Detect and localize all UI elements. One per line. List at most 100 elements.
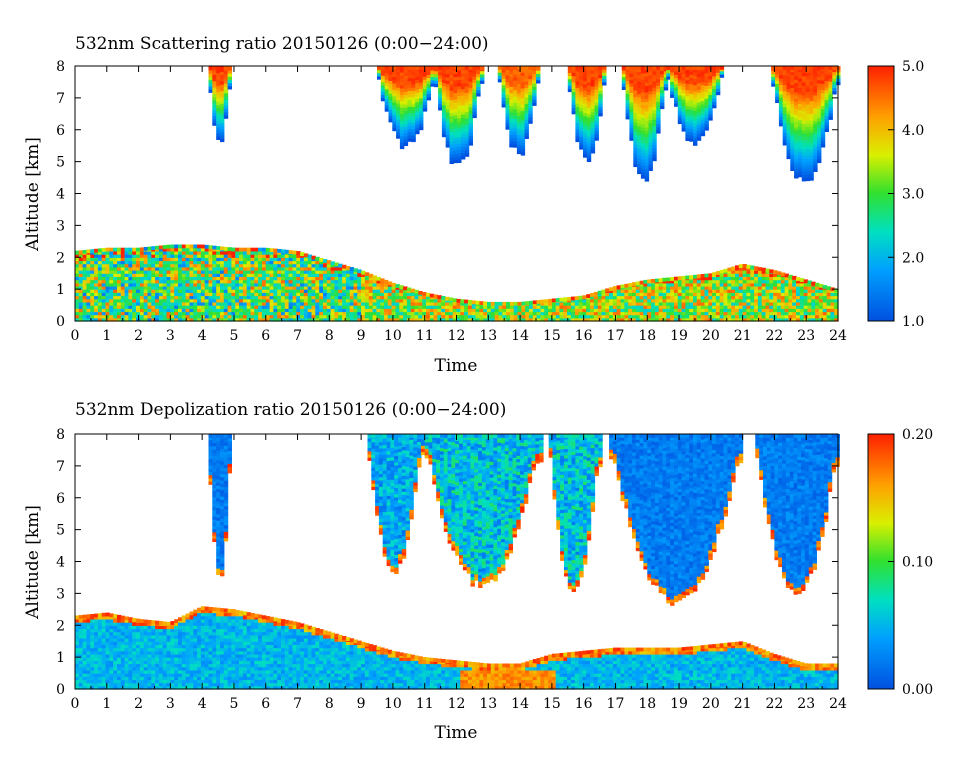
scattering-cloud-2-cell <box>457 136 462 141</box>
scattering-cloud-1-cell <box>388 77 393 81</box>
scattering-cloud-5-cell <box>644 174 650 179</box>
scattering-cell <box>719 276 725 281</box>
scattering-cell <box>712 285 717 290</box>
scattering-cloud-2-cell <box>449 80 454 85</box>
scattering-cell <box>258 254 263 258</box>
scattering-cloud-1-cell <box>388 115 393 120</box>
scattering-cloud-0-cell <box>212 118 217 123</box>
scattering-cloud-6-cell <box>677 120 683 125</box>
scattering-cloud-4-cell <box>594 117 599 122</box>
scattering-cell <box>136 247 141 252</box>
scattering-cell <box>738 276 744 281</box>
scattering-cell <box>738 266 744 271</box>
scattering-cell <box>231 292 236 297</box>
scattering-cell <box>315 260 320 265</box>
scattering-cell <box>315 311 320 316</box>
scattering-cell <box>796 292 801 297</box>
scattering-cell <box>185 254 190 258</box>
scattering-cell <box>105 298 110 303</box>
scattering-cloud-1-cell <box>411 93 416 98</box>
scattering-cell <box>208 270 213 274</box>
scattering-cell <box>750 292 755 297</box>
scattering-cell <box>609 305 614 309</box>
scattering-cell <box>136 276 141 281</box>
scattering-cell <box>197 308 202 313</box>
scattering-cloud-5-cell <box>637 103 642 108</box>
scattering-cell <box>281 263 286 268</box>
scattering-cell <box>696 282 702 287</box>
scattering-cloud-0-cell <box>212 80 217 85</box>
scattering-cell <box>189 270 194 274</box>
scattering-cell <box>830 305 835 309</box>
scattering-cloud-5-cell <box>637 74 642 79</box>
scattering-cell <box>342 264 347 269</box>
scattering-cell <box>376 282 381 287</box>
scattering-cloud-1-cell <box>388 109 393 113</box>
scattering-cell <box>315 263 320 268</box>
scattering-cell <box>284 298 290 303</box>
scattering-cloud-6-cell <box>715 66 721 70</box>
scattering-cell <box>155 289 160 293</box>
scattering-cell <box>254 298 259 303</box>
scattering-cloud-5-cell <box>644 152 650 157</box>
scattering-cell <box>212 247 217 252</box>
scattering-cell <box>769 273 774 277</box>
scattering-cloud-4-cell <box>575 119 580 123</box>
scattering-cell <box>757 317 763 322</box>
scattering-cloud-2-cell <box>468 66 473 70</box>
scattering-cell <box>372 305 377 309</box>
scattering-cell <box>166 254 171 258</box>
scattering-cloud-3-cell <box>509 76 514 81</box>
scattering-cell <box>666 292 671 297</box>
scattering-cell <box>525 305 530 309</box>
scattering-cell <box>311 311 316 316</box>
scattering-cloud-0-cell <box>212 96 217 101</box>
scattering-cloud-1-cell <box>430 79 435 84</box>
scattering-cell <box>815 298 820 303</box>
scattering-cloud-1-cell <box>426 71 431 75</box>
scattering-cell <box>464 305 469 309</box>
scattering-cell <box>399 285 404 289</box>
scattering-cell <box>246 279 252 284</box>
scattering-cell <box>113 305 118 309</box>
scattering-cell <box>208 273 213 277</box>
scattering-cloud-4-cell <box>575 109 580 114</box>
scattering-cloud-3-cell <box>509 99 514 103</box>
scattering-cell <box>246 301 252 306</box>
scattering-cell <box>90 260 95 265</box>
scattering-cloud-1-cell <box>403 142 409 146</box>
scattering-cloud-2-cell <box>472 85 477 90</box>
scattering-cloud-4-cell <box>583 83 588 88</box>
scattering-cell <box>445 317 450 322</box>
scattering-cell <box>132 311 137 316</box>
scattering-cell <box>651 305 656 309</box>
scattering-cell <box>529 300 534 305</box>
scattering-cloud-6-cell <box>689 93 694 98</box>
scattering-cell <box>113 270 118 274</box>
scattering-cloud-3-cell <box>505 106 510 111</box>
scattering-cell <box>296 270 301 274</box>
scattering-cloud-3-cell <box>516 92 522 97</box>
scattering-cloud-1-cell <box>377 75 382 80</box>
scattering-cloud-6-cell <box>708 75 713 80</box>
scattering-cloud-2-cell <box>445 105 451 110</box>
scattering-cell <box>433 311 438 316</box>
scattering-cloud-2-cell <box>461 155 466 160</box>
scattering-cell <box>189 301 194 306</box>
scattering-cloud-4-cell <box>575 103 580 107</box>
scattering-cloud-4-cell <box>586 72 592 76</box>
scattering-cloud-7-cell <box>794 162 799 166</box>
scattering-cell <box>75 260 80 265</box>
scattering-cell <box>433 308 438 313</box>
scattering-cloud-6-cell <box>712 72 717 77</box>
scattering-cell <box>403 305 408 309</box>
scattering-cloud-5-cell <box>648 100 653 105</box>
scattering-cloud-7-cell <box>790 113 795 117</box>
scattering-cloud-2-cell <box>457 105 462 109</box>
scattering-cloud-1-cell <box>415 111 420 116</box>
scattering-cell <box>723 317 728 322</box>
scattering-cloud-0-cell <box>216 94 221 99</box>
scattering-cell <box>139 314 145 319</box>
scattering-cell <box>517 311 522 316</box>
scattering-cloud-2-cell <box>476 66 481 70</box>
